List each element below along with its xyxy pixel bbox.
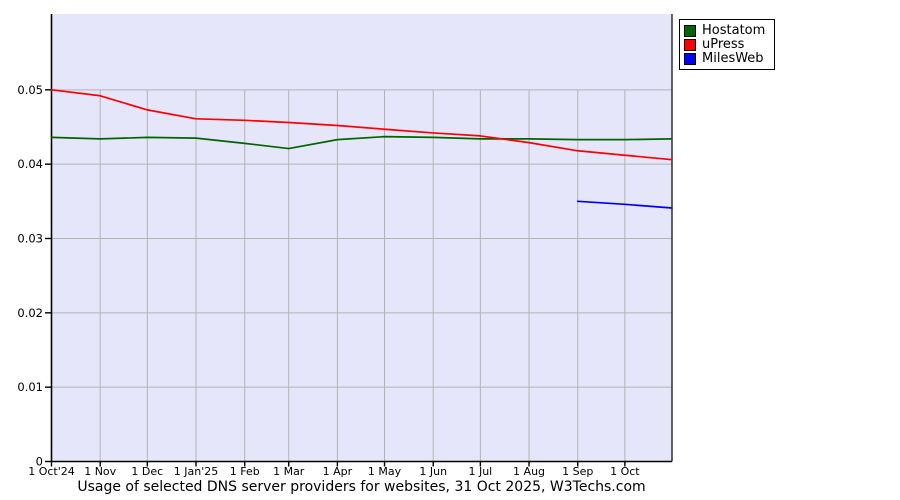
y-tick-label: 0.01	[17, 380, 43, 394]
y-tick-label: 0.05	[17, 83, 43, 97]
chart-title: Usage of selected DNS server providers f…	[77, 479, 646, 495]
x-tick-label: 1 May	[368, 465, 402, 478]
legend-label-milesweb: MilesWeb	[702, 51, 764, 66]
y-tick-label: 0	[36, 455, 43, 469]
x-tick-label: 1 Feb	[230, 465, 260, 478]
legend-swatch-upress	[684, 38, 696, 51]
x-tick-label: 1 Oct	[610, 465, 640, 478]
y-tick-label: 0.03	[17, 231, 43, 245]
x-tick-label: 1 Apr	[323, 465, 353, 478]
legend-item-upress: uPress	[684, 37, 765, 52]
x-tick-label: 1 Sep	[562, 465, 593, 478]
x-tick-label: 1 Jul	[468, 465, 492, 478]
legend: Hostatom uPress MilesWeb	[679, 19, 776, 70]
series-line-hostatom	[50, 135, 673, 150]
x-tick-label: 1 Nov	[84, 465, 116, 478]
y-tick-label: 0.04	[17, 157, 43, 171]
legend-item-hostatom: Hostatom	[684, 23, 766, 38]
series-line-upress	[50, 88, 673, 161]
legend-swatch-hostatom	[684, 24, 696, 37]
x-tick-label: 1 Dec	[131, 465, 163, 478]
x-tick-label: 1 Oct'24	[28, 465, 75, 478]
x-tick-label: 1 Aug	[513, 465, 545, 478]
y-tick-label: 0.02	[17, 306, 43, 320]
plot-area	[51, 14, 672, 462]
x-tick-label: 1 Mar	[273, 465, 305, 478]
legend-label-hostatom: Hostatom	[702, 23, 766, 38]
legend-item-milesweb: MilesWeb	[684, 51, 765, 66]
x-tick-label: 1 Jun	[419, 465, 447, 478]
series-line-milesweb	[576, 200, 673, 209]
x-tick-label: 1 Jan'25	[174, 465, 218, 478]
legend-swatch-milesweb	[684, 52, 696, 65]
legend-label-upress: uPress	[702, 37, 745, 52]
